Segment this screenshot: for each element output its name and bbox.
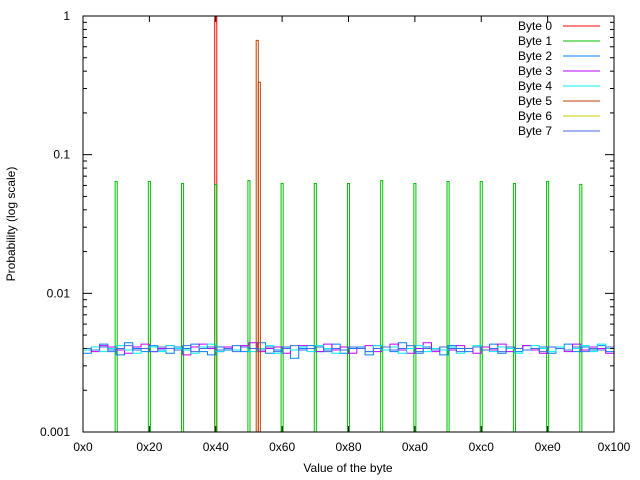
y-tick-label: 0.1 xyxy=(53,148,70,162)
y-tick-label: 0.01 xyxy=(47,286,71,300)
x-tick-label: 0x60 xyxy=(269,440,295,454)
series-spike-byte-1 xyxy=(346,182,351,432)
x-tick-label: 0xe0 xyxy=(535,440,561,454)
series-spike-byte-1 xyxy=(380,180,384,432)
series-spike-byte-1 xyxy=(214,183,218,432)
legend-label: Byte 4 xyxy=(518,79,552,93)
x-tick-label: 0xa0 xyxy=(402,440,428,454)
series-spike-byte-1 xyxy=(247,180,251,432)
y-tick-label: 0.001 xyxy=(40,425,70,439)
x-tick-label: 0xc0 xyxy=(469,440,495,454)
x-tick-label: 0x40 xyxy=(203,440,229,454)
x-tick-label: 0x20 xyxy=(136,440,162,454)
legend-label: Byte 3 xyxy=(518,64,552,78)
x-tick-label: 0x0 xyxy=(73,440,93,454)
series-spike-byte-1 xyxy=(446,181,450,432)
series-spike-byte-1 xyxy=(413,182,417,432)
series-spike-byte-5 xyxy=(257,81,261,432)
series-spike-byte-1 xyxy=(181,182,185,432)
legend-label: Byte 7 xyxy=(518,124,552,138)
series-spike-byte-1 xyxy=(512,182,516,432)
series-spike-byte-1 xyxy=(479,181,483,432)
series-spike-byte-1 xyxy=(280,182,284,432)
series-spike-byte-1 xyxy=(313,182,317,432)
series-spike-byte-1 xyxy=(546,181,550,432)
axes-layer: 0x0 0x20 0x40 0x60 0x80 0xa0 0xc0 0xe0 0x100 1 0.1… xyxy=(40,9,631,454)
y-tick-label: 1 xyxy=(63,9,70,23)
legend-label: Byte 5 xyxy=(518,94,552,108)
x-tick-label: 0x100 xyxy=(598,440,631,454)
x-axis-label: Value of the byte xyxy=(303,461,393,475)
series-line-byte-7 xyxy=(83,345,614,353)
x-tick-label: 0x80 xyxy=(335,440,361,454)
y-axis-label: Probability (log scale) xyxy=(4,167,18,282)
legend-label: Byte 1 xyxy=(518,34,552,48)
legend-label: Byte 2 xyxy=(518,49,552,63)
legend-label: Byte 6 xyxy=(518,109,552,123)
series-spike-byte-1 xyxy=(147,181,151,432)
series-layer xyxy=(83,15,614,432)
series-spike-byte-1 xyxy=(114,181,118,432)
series-spike-byte-1 xyxy=(579,183,583,432)
legend-label: Byte 0 xyxy=(518,19,552,33)
